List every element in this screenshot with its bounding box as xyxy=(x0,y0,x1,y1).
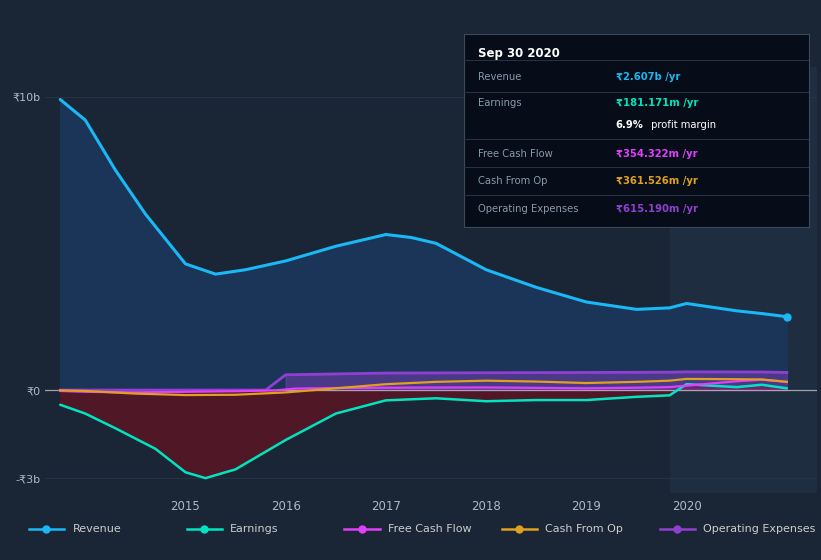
Text: Cash From Op: Cash From Op xyxy=(545,524,623,534)
Text: ₹181.171m /yr: ₹181.171m /yr xyxy=(616,98,698,108)
Text: Cash From Op: Cash From Op xyxy=(478,176,547,186)
Text: ₹354.322m /yr: ₹354.322m /yr xyxy=(616,150,697,160)
Bar xyxy=(670,67,817,493)
Text: profit margin: profit margin xyxy=(649,120,717,130)
Text: Free Cash Flow: Free Cash Flow xyxy=(388,524,471,534)
Text: Operating Expenses: Operating Expenses xyxy=(703,524,815,534)
Text: Operating Expenses: Operating Expenses xyxy=(478,204,578,214)
Text: Earnings: Earnings xyxy=(478,98,521,108)
Text: Sep 30 2020: Sep 30 2020 xyxy=(478,47,560,60)
Text: Free Cash Flow: Free Cash Flow xyxy=(478,150,553,160)
Text: ₹361.526m /yr: ₹361.526m /yr xyxy=(616,176,698,186)
Text: 6.9%: 6.9% xyxy=(616,120,644,130)
Text: Revenue: Revenue xyxy=(72,524,122,534)
Text: Revenue: Revenue xyxy=(478,72,521,82)
Text: Earnings: Earnings xyxy=(230,524,278,534)
Text: ₹2.607b /yr: ₹2.607b /yr xyxy=(616,72,680,82)
Text: ₹615.190m /yr: ₹615.190m /yr xyxy=(616,204,698,214)
